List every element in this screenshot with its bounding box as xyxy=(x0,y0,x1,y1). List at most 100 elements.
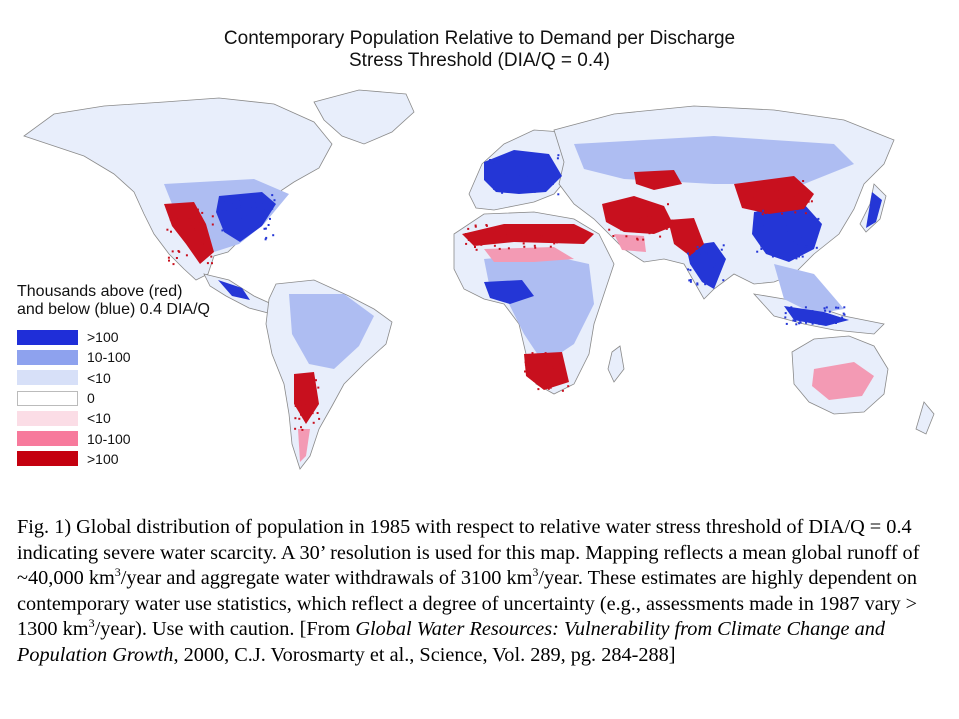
density-pixel xyxy=(715,263,718,266)
world-map-svg xyxy=(23,89,935,470)
density-pixel xyxy=(498,185,501,188)
density-pixel xyxy=(531,352,534,355)
density-pixel xyxy=(527,357,530,360)
density-pixel xyxy=(464,233,467,235)
density-pixel xyxy=(829,318,832,321)
density-pixel xyxy=(307,387,309,390)
legend-swatch xyxy=(17,370,78,386)
density-pixel xyxy=(253,200,256,203)
density-pixel xyxy=(843,306,846,309)
density-pixel xyxy=(552,366,555,369)
density-pixel xyxy=(264,227,267,230)
density-pixel xyxy=(547,387,550,390)
density-pixel xyxy=(791,226,794,228)
density-pixel xyxy=(543,377,546,380)
density-pixel xyxy=(769,182,772,184)
density-pixel xyxy=(531,180,534,183)
density-pixel xyxy=(753,187,756,190)
zone-northwest-india-pakistan xyxy=(668,218,704,256)
zone-southern-africa xyxy=(524,352,569,390)
density-pixel xyxy=(626,199,628,202)
density-pixel xyxy=(790,218,793,221)
density-pixel xyxy=(770,209,772,212)
density-pixel xyxy=(197,220,200,223)
density-pixel xyxy=(702,251,705,254)
density-pixel xyxy=(781,214,784,217)
density-pixel xyxy=(637,209,640,211)
density-pixel xyxy=(618,220,620,223)
density-pixel xyxy=(300,400,303,403)
density-pixel xyxy=(705,251,708,254)
density-pixel xyxy=(812,320,815,323)
density-pixel xyxy=(308,406,311,409)
density-pixel xyxy=(814,229,817,232)
density-pixel xyxy=(828,310,831,313)
legend-swatch xyxy=(17,410,78,426)
density-pixel xyxy=(269,217,271,220)
zone-andes-south-america xyxy=(294,372,319,424)
density-pixel xyxy=(704,273,707,275)
density-pixel xyxy=(186,209,189,212)
density-pixel xyxy=(251,228,254,231)
density-pixel xyxy=(271,207,274,210)
density-pixel xyxy=(740,186,743,189)
density-pixel xyxy=(237,198,240,201)
density-pixel xyxy=(722,279,725,282)
density-pixel xyxy=(510,170,513,173)
density-pixel xyxy=(753,197,756,200)
density-pixel xyxy=(800,205,803,207)
density-pixel xyxy=(760,190,763,193)
density-pixel xyxy=(550,377,553,380)
density-pixel xyxy=(257,194,260,197)
density-pixel xyxy=(516,226,519,229)
density-pixel xyxy=(772,189,775,192)
density-pixel xyxy=(309,380,312,383)
caption-source-title: Global Water Resources: Vulnerability fr… xyxy=(17,618,886,666)
density-pixel xyxy=(784,223,787,226)
density-pixel xyxy=(635,221,638,224)
density-pixel xyxy=(817,217,820,220)
density-pixel xyxy=(256,220,259,223)
density-pixel xyxy=(787,229,790,232)
density-pixel xyxy=(475,248,478,251)
density-pixel xyxy=(557,240,560,242)
density-pixel xyxy=(756,250,759,253)
density-pixel xyxy=(790,306,793,309)
density-pixel xyxy=(316,412,319,414)
density-pixel xyxy=(552,182,554,185)
density-pixel xyxy=(639,216,642,219)
density-pixel xyxy=(294,417,297,420)
zone-northern-china xyxy=(734,176,814,214)
density-pixel xyxy=(805,243,808,246)
density-pixel xyxy=(782,192,785,195)
density-pixel xyxy=(480,243,483,246)
density-pixel xyxy=(794,211,797,214)
density-pixel xyxy=(659,235,662,238)
density-pixel xyxy=(627,200,630,203)
density-pixel xyxy=(304,412,307,415)
density-pixel xyxy=(540,235,543,238)
density-pixel xyxy=(705,252,708,255)
world-map xyxy=(14,84,949,492)
density-pixel xyxy=(771,184,773,187)
caption-superscript-2: 3 xyxy=(532,565,539,580)
density-pixel xyxy=(649,214,652,217)
density-pixel xyxy=(196,208,199,211)
density-pixel xyxy=(704,270,707,273)
density-pixel xyxy=(206,262,209,265)
density-pixel xyxy=(502,173,505,176)
caption-source-details: , 2000, C.J. Vorosmarty et al., Science,… xyxy=(173,643,676,666)
legend-item: >100 xyxy=(17,449,297,469)
density-pixel xyxy=(752,201,755,203)
density-pixel xyxy=(689,269,692,272)
density-pixel xyxy=(239,200,242,203)
density-pixel xyxy=(303,379,306,381)
density-pixel xyxy=(564,377,567,380)
density-pixel xyxy=(544,361,547,364)
density-pixel xyxy=(186,218,189,220)
caption-text-2: /year and aggregate water withdrawals of… xyxy=(120,567,533,590)
density-pixel xyxy=(544,159,546,162)
density-pixel xyxy=(561,389,564,392)
density-pixel xyxy=(555,241,558,244)
density-pixel xyxy=(837,306,840,309)
